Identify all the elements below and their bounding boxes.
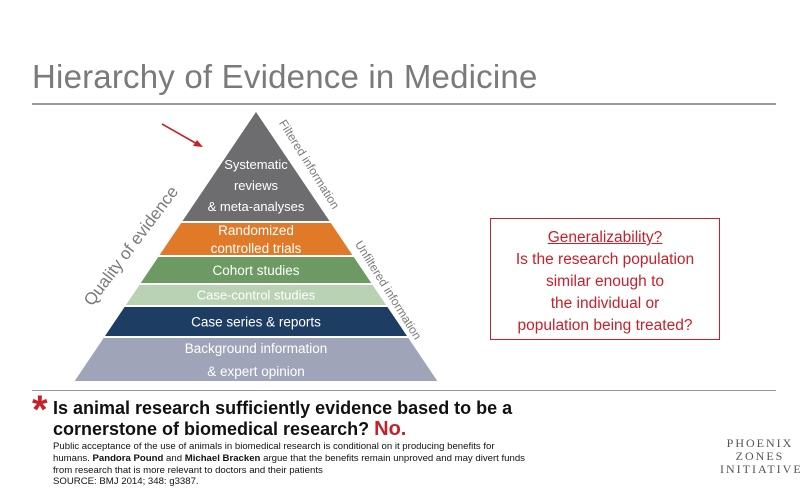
summary-part1: Public acceptance of the use of animals … [53, 441, 495, 464]
pyramid-tier-6-label-1: Background information [185, 341, 328, 356]
title-divider [32, 103, 776, 105]
generalizability-box: Generalizability? Is the research popula… [490, 218, 720, 340]
asterisk-marker: * [32, 388, 48, 432]
question-answer: No. [374, 418, 407, 440]
logo-line-3: INITIATIVE [720, 462, 800, 476]
pyramid-tier-5-label-1: Case series & reports [191, 314, 321, 329]
pyramid-tier-6-label-2: & expert opinion [207, 364, 305, 379]
logo-line-1: PHOENIX [726, 436, 794, 450]
phoenix-zones-logo: PHOENIX ZONES INITIATIVE [720, 437, 800, 476]
pyramid-tier-4 [125, 285, 387, 305]
pointer-arrow [161, 123, 203, 147]
pyramid-tier-2-label-1: Randomized [218, 223, 294, 238]
logo-line-2: ZONES [735, 449, 785, 463]
pyramid-tier-1-label-2: reviews [234, 178, 279, 193]
generalizability-line-3: the individual or [550, 295, 660, 312]
summary-part2: argue that the benefits remain unproved … [53, 453, 525, 476]
summary-text: Public acceptance of the use of animals … [53, 441, 533, 477]
pyramid-tier-2 [159, 223, 353, 255]
author-pound: Pandora Pound [92, 453, 164, 464]
pyramid-tier-1-label-3: & meta-analyses [208, 199, 305, 214]
pyramid-tier-4-label-1: Case-control studies [197, 288, 316, 303]
pyramid-tier-6 [74, 338, 438, 381]
generalizability-line-1: Is the research population [515, 251, 695, 268]
pyramid-tier-1-label-1: Systematic [224, 157, 288, 172]
bottom-divider [32, 390, 776, 391]
pyramid-tier-3 [140, 257, 372, 283]
pyramid-tier-1 [182, 112, 330, 221]
question-text: Is animal research sufficiently evidence… [53, 398, 513, 439]
slide-title: Hierarchy of Evidence in Medicine [32, 58, 538, 95]
author-bracken: Michael Bracken [184, 453, 261, 464]
source-citation: SOURCE: BMJ 2014; 348: g3387. [53, 476, 199, 487]
animal-research-question: Is animal research sufficiently evidence… [53, 398, 573, 440]
generalizability-body: Is the research population similar enough… [491, 249, 719, 337]
pyramid-tier-3-label-1: Cohort studies [212, 263, 299, 278]
summary-and: and [163, 453, 185, 464]
pyramid-tier-2-label-2: controlled trials [211, 241, 302, 256]
generalizability-line-2: similar enough to [545, 273, 665, 290]
generalizability-title: Generalizability? [547, 229, 663, 246]
generalizability-line-4: population being treated? [517, 317, 693, 334]
pyramid-tier-5 [105, 307, 407, 336]
